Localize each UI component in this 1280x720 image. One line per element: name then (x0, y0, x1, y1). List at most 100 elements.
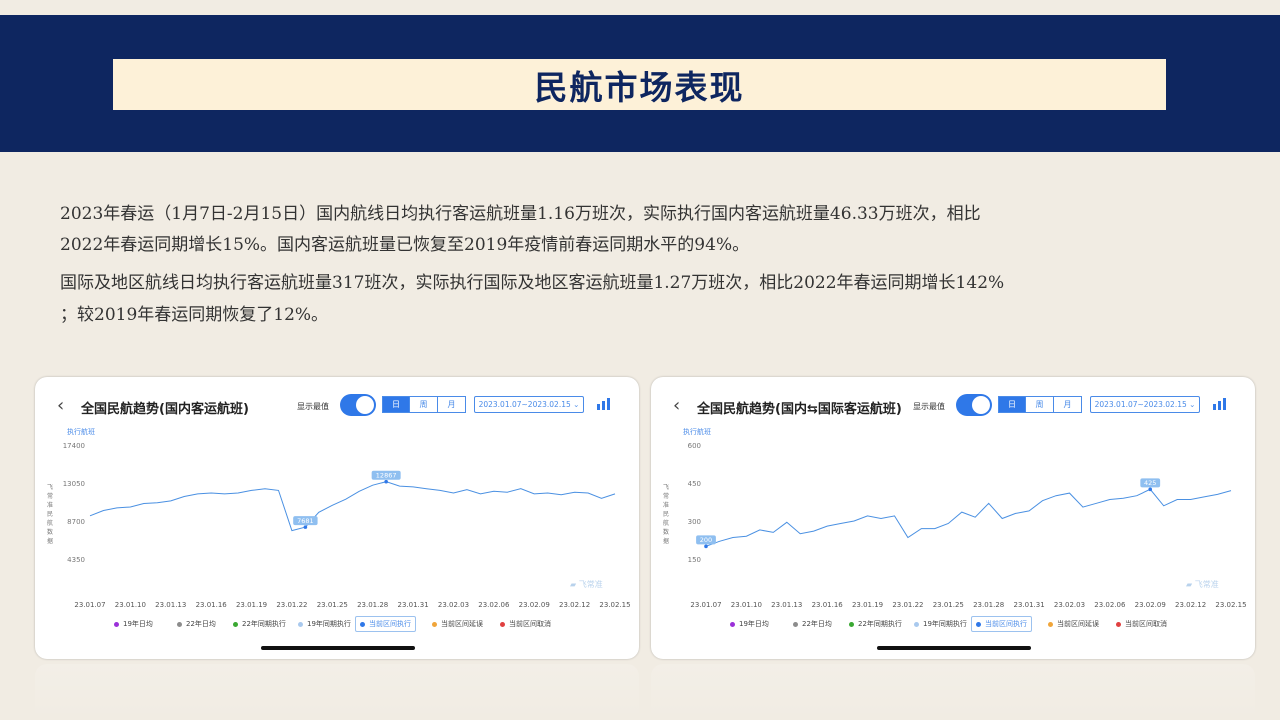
series-line (89, 481, 616, 532)
date-range-select[interactable]: 2023.01.07~2023.02.15 ⌄ (474, 396, 584, 413)
show-max-toggle[interactable] (340, 394, 376, 416)
value-badge (293, 516, 318, 526)
x-tick-label: 23.02.15 (1215, 601, 1246, 609)
bar-chart-icon[interactable] (1213, 398, 1227, 410)
legend-dot-icon (914, 621, 919, 627)
x-tick-label: 23.01.22 (892, 601, 923, 609)
watermark-text: 飞常准 (1194, 580, 1219, 589)
card-title: 全国民航趋势(国内客运航班) (81, 402, 249, 417)
extreme-point (384, 479, 388, 484)
x-tick-label: 23.01.16 (812, 601, 844, 609)
x-tick-label: 23.01.31 (1013, 601, 1044, 609)
legend-item[interactable]: 22年日均 (793, 619, 832, 629)
x-tick-label: 23.02.12 (559, 601, 590, 609)
legend-item[interactable]: 19年同期执行 (298, 619, 351, 629)
x-tick-label: 23.01.13 (155, 601, 186, 609)
extreme-point (704, 544, 708, 549)
legend-dot-icon (849, 621, 854, 627)
x-tick-label: 23.02.15 (599, 601, 630, 609)
x-tick-label: 23.01.28 (357, 601, 388, 609)
legend-item[interactable]: 当前区间取消 (1116, 619, 1167, 629)
legend-item[interactable]: 当前区间执行 (971, 616, 1032, 632)
legend-item[interactable]: 22年同期执行 (849, 619, 902, 629)
y-tick-label: 450 (688, 480, 701, 488)
home-indicator (877, 646, 1031, 650)
date-range-select[interactable]: 2023.01.07~2023.02.15 ⌄ (1090, 396, 1200, 413)
chevron-down-icon: ⌄ (1186, 400, 1196, 409)
x-tick-label: 23.02.06 (1094, 601, 1126, 609)
y-axis-label-char: 准 (47, 501, 53, 509)
legend-label: 19年同期执行 (923, 620, 967, 628)
legend-dot-icon (1048, 621, 1053, 627)
x-tick-label: 23.01.19 (236, 601, 267, 609)
back-chevron-icon[interactable]: ‹ (57, 395, 65, 416)
y-axis-label-char: 飞 (47, 484, 53, 491)
watermark: ▰ 飞常准 (1186, 579, 1219, 590)
legend: 19年日均 22年日均 22年同期执行 19年同期执行 当前区间执行 当前区间延误 当前区间… (35, 616, 639, 633)
legend-label: 22年同期执行 (242, 620, 286, 628)
x-tick-label: 23.01.31 (397, 601, 428, 609)
watermark-text: 飞常准 (578, 580, 603, 589)
show-max-toggle[interactable] (956, 394, 992, 416)
legend-item[interactable]: 19年日均 (114, 619, 153, 629)
x-tick-label: 23.01.07 (74, 601, 105, 609)
card-title: 全国民航趋势(国内⇆国际客运航班) (697, 402, 902, 417)
show-max-label: 显示最值 (297, 402, 329, 411)
title-box: 民航市场表现 (113, 59, 1166, 110)
value-badge (696, 535, 716, 545)
extreme-point (303, 525, 308, 529)
legend-dot-icon (500, 621, 505, 627)
legend-item[interactable]: 22年日均 (177, 619, 216, 629)
value-badge-label: 425 (1144, 479, 1156, 487)
legend-label: 当前区间执行 (985, 620, 1027, 628)
x-tick-label: 23.01.28 (973, 601, 1004, 609)
legend-dot-icon (976, 621, 981, 627)
y-axis-label-char: 据 (47, 537, 53, 545)
legend-item[interactable]: 当前区间延误 (432, 619, 483, 629)
extreme-point (1148, 487, 1153, 492)
legend-item[interactable]: 19年同期执行 (914, 619, 967, 629)
paragraph-line-2: 2022年春运同期增长15%。国内客运航班量已恢复至2019年疫情前春运同期水平… (60, 235, 750, 255)
y-axis-label-char: 航 (47, 519, 53, 527)
back-chevron-icon[interactable]: ‹ (673, 395, 681, 416)
legend-dot-icon (360, 621, 365, 627)
chart-card-domestic: ‹ 全国民航趋势(国内客运航班) 显示最值 日 周 月 2023.01.07~2… (35, 377, 639, 659)
y-axis-label-char: 常 (47, 492, 53, 500)
legend-label: 22年日均 (802, 620, 832, 628)
legend-item[interactable]: 19年日均 (730, 619, 769, 629)
legend-item[interactable]: 22年同期执行 (233, 619, 286, 629)
paragraph-line-1: 2023年春运（1月7日-2月15日）国内航线日均执行客运航班量1.16万班次，… (60, 204, 981, 224)
watermark-logo-icon: ▰ (1186, 580, 1195, 589)
paragraph-line-4: ；较2019年春运同期恢复了12%。 (60, 305, 329, 325)
y-axis-label-char: 据 (663, 537, 669, 545)
y-tick-label: 300 (688, 518, 701, 526)
tab-month[interactable]: 月 (1053, 396, 1082, 413)
legend-label: 当前区间延误 (1057, 620, 1099, 628)
legend-item[interactable]: 当前区间取消 (500, 619, 551, 629)
bar-chart-icon[interactable] (597, 398, 611, 410)
x-tick-label: 23.01.13 (771, 601, 802, 609)
y-unit-label: 执行航班 (67, 427, 95, 436)
legend-dot-icon (730, 621, 735, 627)
tab-month[interactable]: 月 (437, 396, 466, 413)
card-reflection (35, 664, 639, 720)
x-tick-label: 23.01.25 (933, 601, 964, 609)
x-tick-label: 23.02.09 (519, 601, 550, 609)
x-tick-label: 23.02.03 (1054, 601, 1085, 609)
y-axis-label-char: 数 (663, 528, 669, 536)
tab-day[interactable]: 日 (998, 396, 1026, 413)
chevron-down-icon: ⌄ (570, 400, 580, 409)
x-tick-label: 23.01.07 (690, 601, 721, 609)
legend-label: 当前区间延误 (441, 620, 483, 628)
y-axis-label-char: 准 (663, 501, 669, 509)
legend-item[interactable]: 当前区间执行 (355, 616, 416, 632)
legend-item[interactable]: 当前区间延误 (1048, 619, 1099, 629)
value-badge (371, 470, 401, 480)
y-axis-label-char: 民 (47, 511, 53, 518)
watermark-logo-icon: ▰ (570, 580, 579, 589)
y-unit-label: 执行航班 (683, 427, 711, 436)
x-tick-label: 23.01.10 (115, 601, 146, 609)
legend-label: 当前区间取消 (509, 620, 551, 628)
